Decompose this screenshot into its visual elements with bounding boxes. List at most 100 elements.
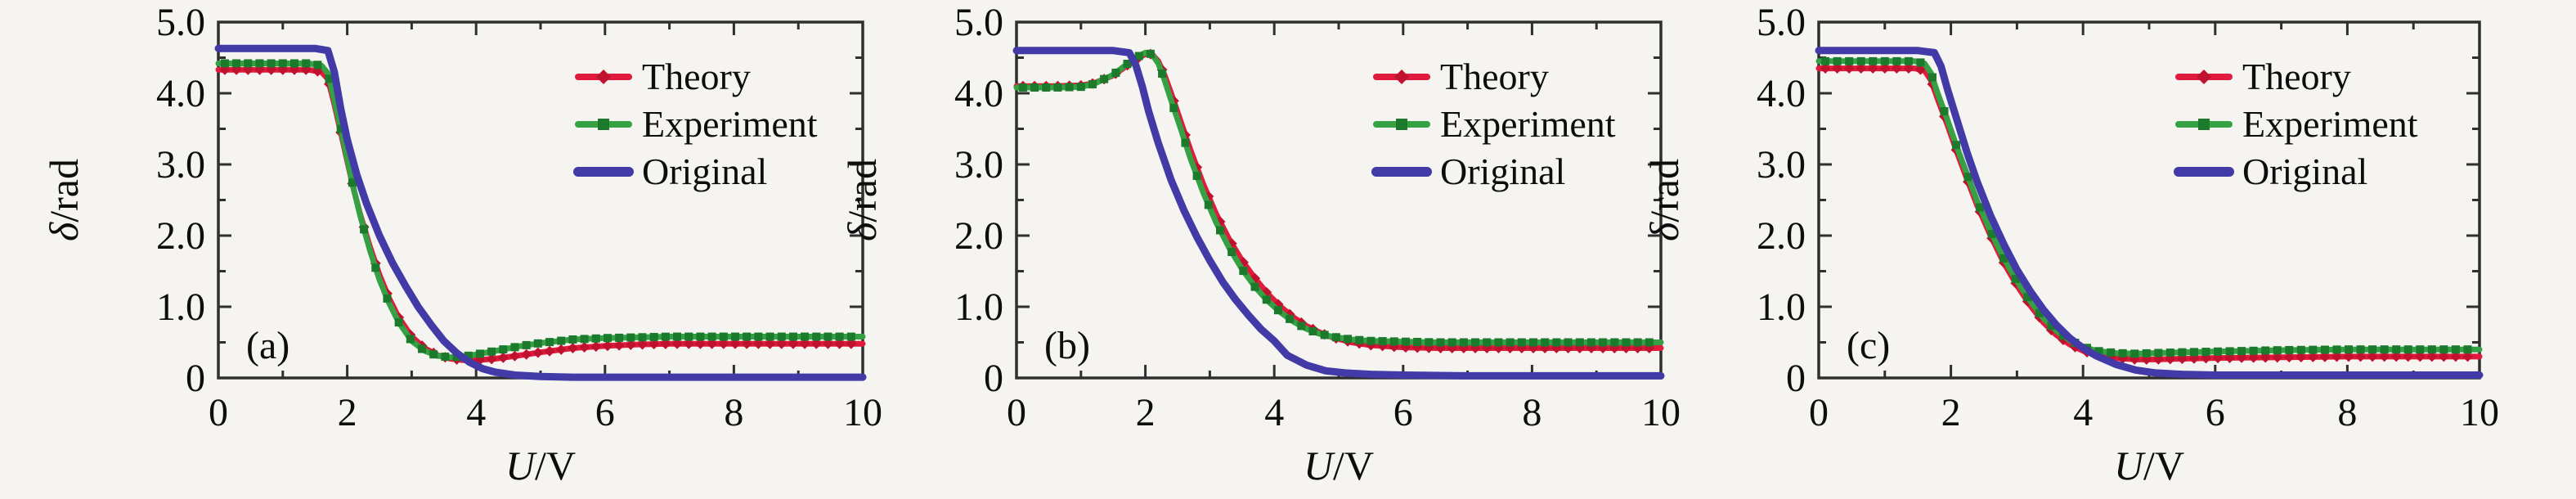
square-marker	[1999, 254, 2008, 263]
square-marker	[2154, 348, 2163, 357]
y-tick-label: 2.0	[156, 214, 205, 258]
y-tick-label: 4.0	[954, 72, 1003, 115]
diamond-marker	[799, 338, 810, 349]
panel-b: 0 1.0 2.0 3.0 4.0 5.0 0 2 4 6 8 10 U/V δ/rad (b) Theory…	[839, 1, 1681, 488]
square-marker	[2380, 345, 2389, 354]
square-marker	[1018, 83, 1027, 92]
y-tick-label: 1.0	[1757, 285, 1806, 329]
x-tick-label: 8	[1522, 391, 1542, 434]
square-marker	[557, 336, 566, 345]
diamond-marker	[648, 339, 660, 350]
square-marker	[499, 345, 508, 354]
square-marker	[1892, 56, 1901, 65]
square-marker	[2320, 345, 2329, 354]
x-tick-label: 0	[1809, 391, 1829, 434]
legend-label-original: Original	[2242, 151, 2367, 192]
square-marker	[1483, 338, 1492, 347]
square-marker	[2130, 349, 2139, 358]
square-marker	[696, 332, 705, 341]
square-marker	[2439, 345, 2448, 354]
square-marker	[2368, 345, 2377, 354]
square-marker	[1134, 52, 1143, 61]
square-marker	[2035, 308, 2044, 317]
square-marker	[348, 178, 357, 187]
square-marker	[777, 332, 786, 341]
square-marker	[2403, 345, 2412, 354]
square-marker	[1528, 338, 1537, 347]
diamond-marker	[1856, 63, 1867, 74]
square-marker	[545, 338, 554, 347]
square-marker	[2142, 348, 2151, 357]
diamond-marker	[2462, 351, 2473, 362]
square-marker	[313, 61, 322, 70]
square-marker	[464, 351, 473, 360]
y-tick-label: 4.0	[156, 72, 205, 115]
square-marker	[1320, 330, 1329, 339]
diamond-marker	[2319, 351, 2331, 362]
square-marker	[1355, 335, 1364, 344]
panel-label: (c)	[1847, 324, 1890, 367]
diamond-marker	[660, 338, 671, 349]
diamond-marker	[776, 338, 788, 349]
square-marker	[824, 332, 832, 341]
square-marker	[1916, 58, 1925, 67]
square-marker	[1610, 338, 1619, 347]
square-marker	[649, 332, 658, 341]
square-marker	[2332, 345, 2341, 354]
square-marker	[267, 59, 276, 68]
legend: Theory Experiment Original	[573, 56, 818, 192]
square-marker	[429, 350, 438, 359]
square-marker	[302, 59, 311, 68]
y-tick-label: 0	[984, 357, 1003, 400]
square-marker	[1633, 338, 1642, 347]
diamond-marker	[788, 338, 799, 349]
square-marker	[788, 332, 797, 341]
square-marker	[2094, 347, 2103, 356]
square-marker	[684, 332, 693, 341]
square-marker	[360, 225, 369, 234]
diamond-marker	[2343, 351, 2354, 362]
square-marker	[626, 333, 635, 342]
legend-item-original: Original	[2174, 151, 2367, 192]
legend-item-experiment: Experiment	[575, 103, 818, 145]
square-marker	[743, 332, 752, 341]
square-marker	[1344, 335, 1353, 344]
square-marker	[1494, 338, 1503, 347]
square-marker	[719, 332, 728, 341]
square-marker	[220, 59, 229, 68]
x-tick-label: 8	[2337, 391, 2357, 434]
panel-label: (a)	[246, 324, 289, 367]
square-marker	[487, 347, 496, 356]
square-marker	[2047, 321, 2056, 330]
diamond-marker	[521, 348, 532, 360]
square-marker	[2214, 347, 2223, 356]
square-marker	[2285, 345, 2294, 354]
y-tick-label: 0	[1786, 357, 1806, 400]
square-marker	[1904, 56, 1913, 65]
square-marker	[2392, 345, 2401, 354]
square-marker	[580, 335, 589, 344]
legend-diamond-marker	[2197, 70, 2211, 84]
square-marker	[1367, 336, 1376, 345]
diamond-marker	[741, 338, 752, 349]
legend-label-experiment: Experiment	[2242, 103, 2418, 145]
legend-label-theory: Theory	[642, 56, 751, 97]
square-marker	[2023, 293, 2032, 302]
legend-item-original: Original	[573, 151, 767, 192]
square-marker	[2273, 346, 2282, 355]
diamond-marker	[509, 350, 520, 362]
diamond-marker	[1903, 63, 1914, 74]
square-marker	[325, 74, 334, 83]
square-marker	[371, 263, 380, 272]
square-marker	[2237, 347, 2246, 356]
square-marker	[615, 333, 624, 342]
square-marker	[2427, 345, 2436, 354]
x-tick-label: 10	[843, 391, 882, 434]
y-tick-label: 3.0	[156, 143, 205, 187]
diamond-marker	[2390, 351, 2402, 362]
x-tick-label: 6	[595, 391, 615, 434]
y-tick-label: 4.0	[1757, 72, 1806, 115]
diamond-marker	[2283, 352, 2295, 363]
x-tick-label: 2	[1941, 391, 1961, 434]
